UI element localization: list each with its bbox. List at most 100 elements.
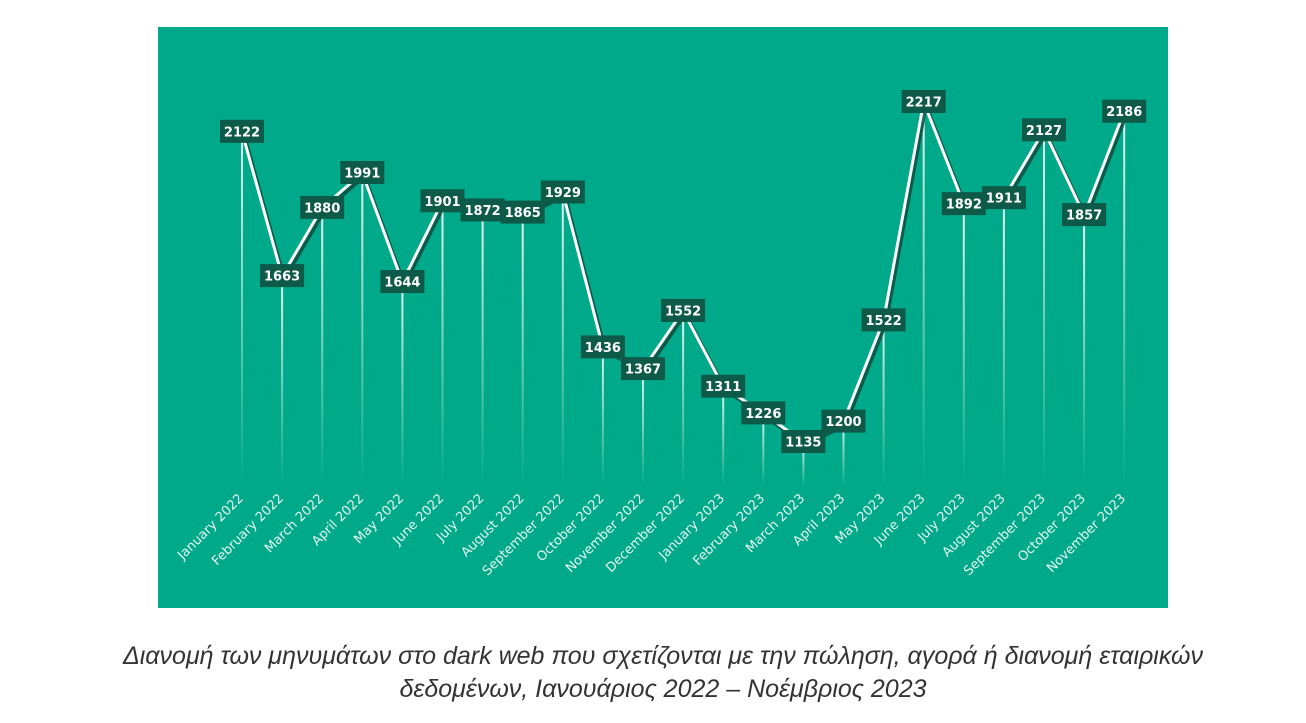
x-tick-label: February 2022 — [209, 491, 287, 569]
data-label-box — [260, 264, 305, 288]
data-label-box — [941, 192, 986, 216]
data-label: 1991 — [340, 161, 385, 185]
data-label: 1911 — [981, 186, 1026, 210]
data-label-text: 1135 — [785, 436, 821, 451]
data-label-box — [300, 195, 345, 219]
data-label-box — [340, 161, 385, 185]
drop-line — [281, 276, 284, 487]
drop-line — [521, 212, 524, 487]
chart-panel: 2122 1663 1880 1991 1644 1901 1872 1865 1929 1436… — [158, 27, 1168, 608]
data-label-box — [1022, 118, 1066, 142]
x-tick-label: January 2022 — [174, 491, 246, 563]
data-label-text: 1865 — [505, 206, 541, 221]
data-label-box — [540, 180, 585, 204]
drop-line — [321, 207, 324, 487]
drop-line — [682, 310, 685, 487]
data-label-box — [781, 430, 826, 453]
drop-line — [882, 320, 885, 487]
data-label-text: 1880 — [304, 201, 340, 216]
data-label-text: 2122 — [224, 125, 260, 140]
data-label: 1857 — [1062, 203, 1107, 227]
drop-line — [802, 442, 805, 487]
data-label-text: 1991 — [344, 167, 380, 182]
data-label-box — [621, 357, 665, 381]
data-label-box — [901, 90, 946, 113]
data-label-box — [1062, 203, 1107, 227]
data-label: 2127 — [1022, 118, 1066, 142]
data-label-text: 1901 — [424, 195, 460, 210]
data-label: 2217 — [901, 90, 946, 113]
data-label: 1200 — [821, 409, 866, 433]
data-label: 1892 — [941, 192, 986, 216]
data-label: 1367 — [621, 357, 665, 381]
data-label-box — [741, 401, 786, 425]
data-label-box — [981, 186, 1026, 210]
x-tick-label: February 2023 — [690, 491, 768, 569]
drop-line — [361, 173, 364, 487]
data-label-box — [380, 270, 425, 294]
data-label-text: 1644 — [384, 276, 420, 291]
data-label-text: 1911 — [986, 192, 1022, 207]
data-label: 2122 — [220, 119, 264, 143]
chart-caption: Διανομή των μηνυμάτων στο dark web που σ… — [30, 640, 1296, 706]
data-label-text: 1663 — [264, 270, 300, 285]
data-label: 1552 — [661, 298, 706, 322]
drop-line — [601, 347, 604, 487]
data-label-text: 1200 — [825, 415, 861, 430]
data-label-text: 1367 — [625, 363, 661, 378]
data-label-text: 1929 — [545, 186, 581, 201]
data-label: 1663 — [260, 264, 305, 288]
data-label-text: 1522 — [866, 314, 902, 329]
caption-line-1: Διανομή των μηνυμάτων στο dark web που σ… — [122, 642, 1204, 670]
data-label-box — [1102, 99, 1147, 123]
data-label-box — [460, 198, 505, 222]
drop-line — [481, 210, 484, 488]
drop-line — [842, 421, 845, 487]
data-label: 1522 — [861, 308, 906, 332]
data-label-text: 2186 — [1106, 105, 1142, 120]
drop-line — [1083, 215, 1086, 487]
drop-line — [762, 413, 765, 487]
data-label: 1226 — [741, 401, 786, 425]
drop-line — [441, 201, 444, 487]
data-label-box — [420, 189, 465, 213]
data-label-box — [861, 308, 906, 332]
drop-line — [642, 369, 644, 487]
data-label-box — [661, 298, 706, 322]
chart-svg: 2122 1663 1880 1991 1644 1901 1872 1865 1929 1436… — [174, 90, 1147, 579]
data-label-text: 1311 — [705, 380, 741, 395]
data-label-text: 1857 — [1066, 209, 1102, 224]
data-label: 1644 — [380, 270, 425, 294]
drop-line — [722, 386, 725, 487]
data-label-box — [821, 409, 866, 433]
data-label-text: 1436 — [585, 341, 621, 356]
drop-line — [922, 102, 925, 487]
data-label-box — [500, 200, 545, 224]
drop-line — [962, 204, 965, 488]
data-label: 1872 — [460, 198, 505, 222]
data-label-text: 1552 — [665, 304, 701, 319]
drop-line — [561, 192, 564, 487]
data-label: 1311 — [701, 374, 746, 398]
drop-line — [241, 131, 243, 488]
drop-line — [1123, 111, 1126, 488]
data-label-text: 2217 — [906, 96, 942, 111]
data-label: 1880 — [300, 195, 345, 219]
series-line-shadow — [242, 97, 1129, 448]
data-label: 1865 — [500, 200, 545, 224]
data-label-text: 1226 — [745, 407, 781, 422]
data-label: 1929 — [540, 180, 585, 204]
drop-line — [1043, 130, 1045, 488]
data-label-box — [701, 374, 746, 398]
drop-line — [401, 282, 404, 487]
data-label: 1901 — [420, 189, 465, 213]
drop-line — [1002, 198, 1005, 487]
caption-line-2: δεδομένων, Ιανουάριος 2022 – Νοέμβριος 2… — [399, 675, 927, 703]
data-label: 1436 — [580, 335, 625, 359]
data-label-box — [220, 119, 264, 143]
data-label-box — [580, 335, 625, 359]
data-label: 2186 — [1102, 99, 1147, 123]
data-label: 1135 — [781, 430, 826, 453]
data-label-text: 2127 — [1026, 124, 1062, 139]
data-label-text: 1872 — [465, 204, 501, 219]
